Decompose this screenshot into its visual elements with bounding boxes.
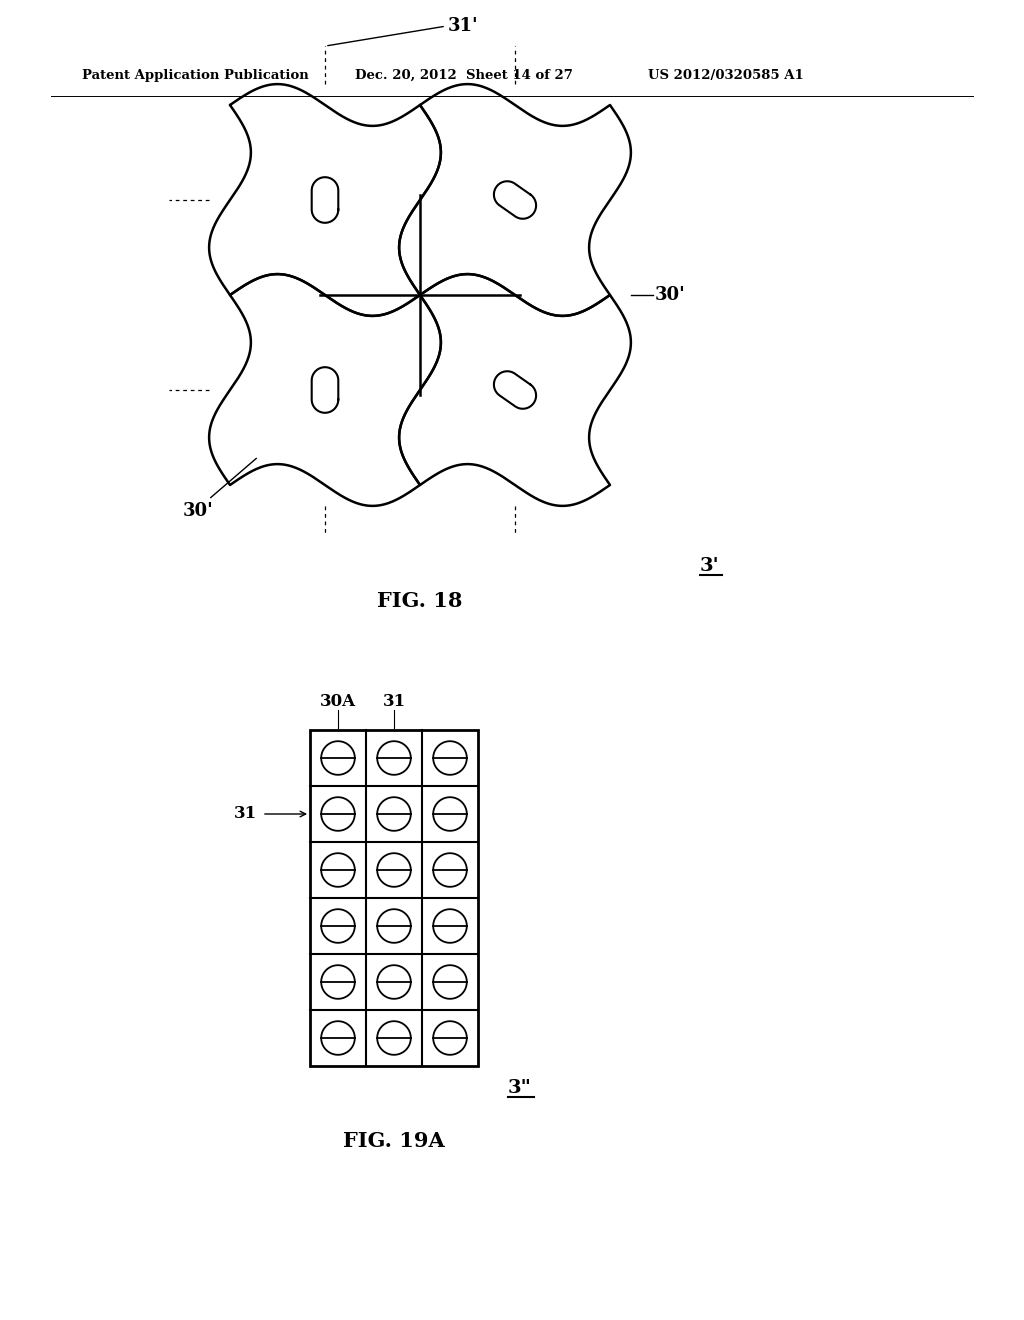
Text: US 2012/0320585 A1: US 2012/0320585 A1	[648, 69, 804, 82]
Text: 31': 31'	[449, 17, 478, 36]
Text: 30': 30'	[655, 286, 686, 304]
Text: 31: 31	[382, 693, 406, 710]
Bar	[310, 730, 478, 1067]
Text: 3": 3"	[508, 1078, 531, 1097]
Text: Patent Application Publication: Patent Application Publication	[82, 69, 309, 82]
Text: FIG. 19A: FIG. 19A	[343, 1131, 444, 1151]
Text: 31: 31	[233, 805, 257, 822]
Text: FIG. 18: FIG. 18	[377, 591, 463, 611]
Text: Dec. 20, 2012  Sheet 14 of 27: Dec. 20, 2012 Sheet 14 of 27	[355, 69, 572, 82]
Text: 30A: 30A	[319, 693, 356, 710]
Text: 30': 30'	[183, 503, 214, 520]
Text: 3': 3'	[700, 557, 720, 576]
